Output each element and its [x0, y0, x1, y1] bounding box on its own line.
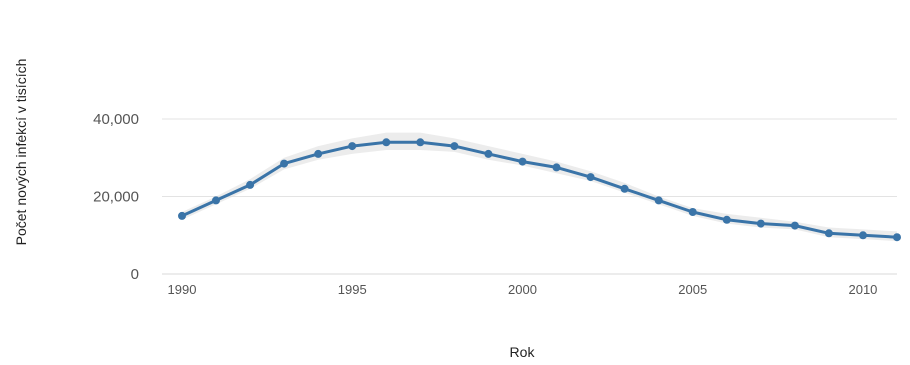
data-point	[552, 163, 561, 172]
y-tick-label: 0	[131, 266, 139, 283]
data-point	[484, 149, 493, 158]
data-point	[722, 215, 731, 224]
data-point	[586, 173, 595, 182]
data-point	[314, 149, 323, 158]
y-tick-labels: 0 20,000 40,000	[93, 111, 139, 283]
x-tick-label: 1990	[168, 282, 197, 297]
data-point	[688, 208, 697, 216]
data-point	[382, 138, 391, 147]
x-tick-label: 2000	[508, 282, 537, 297]
data-point	[212, 196, 220, 205]
x-tick-label: 2005	[678, 282, 707, 297]
gridlines	[162, 118, 897, 275]
series-points	[178, 138, 901, 242]
confidence-band	[182, 132, 897, 242]
data-point	[416, 138, 425, 147]
x-tick-label: 1995	[338, 282, 367, 297]
series-line	[180, 140, 899, 239]
x-tick-labels: 1990 1995 2000 2005 2010	[168, 282, 878, 297]
data-point	[450, 142, 459, 151]
data-point	[824, 229, 833, 238]
confidence-band-area	[182, 132, 897, 242]
data-point	[790, 221, 799, 230]
data-point	[518, 157, 527, 166]
data-point	[246, 180, 255, 189]
data-point	[178, 211, 186, 220]
data-point	[756, 219, 765, 228]
y-axis-title: Počet nových infekcí v tisících	[13, 59, 29, 246]
data-point	[280, 159, 289, 168]
y-tick-label: 40,000	[93, 111, 139, 128]
series-line-group	[180, 140, 899, 239]
y-tick-label: 20,000	[93, 189, 139, 206]
data-point	[348, 142, 357, 151]
data-point	[654, 196, 663, 205]
data-point	[620, 184, 629, 193]
x-axis-title: Rok	[510, 344, 536, 360]
x-tick-label: 2010	[848, 282, 877, 297]
data-point	[893, 233, 901, 242]
data-point	[859, 231, 867, 240]
